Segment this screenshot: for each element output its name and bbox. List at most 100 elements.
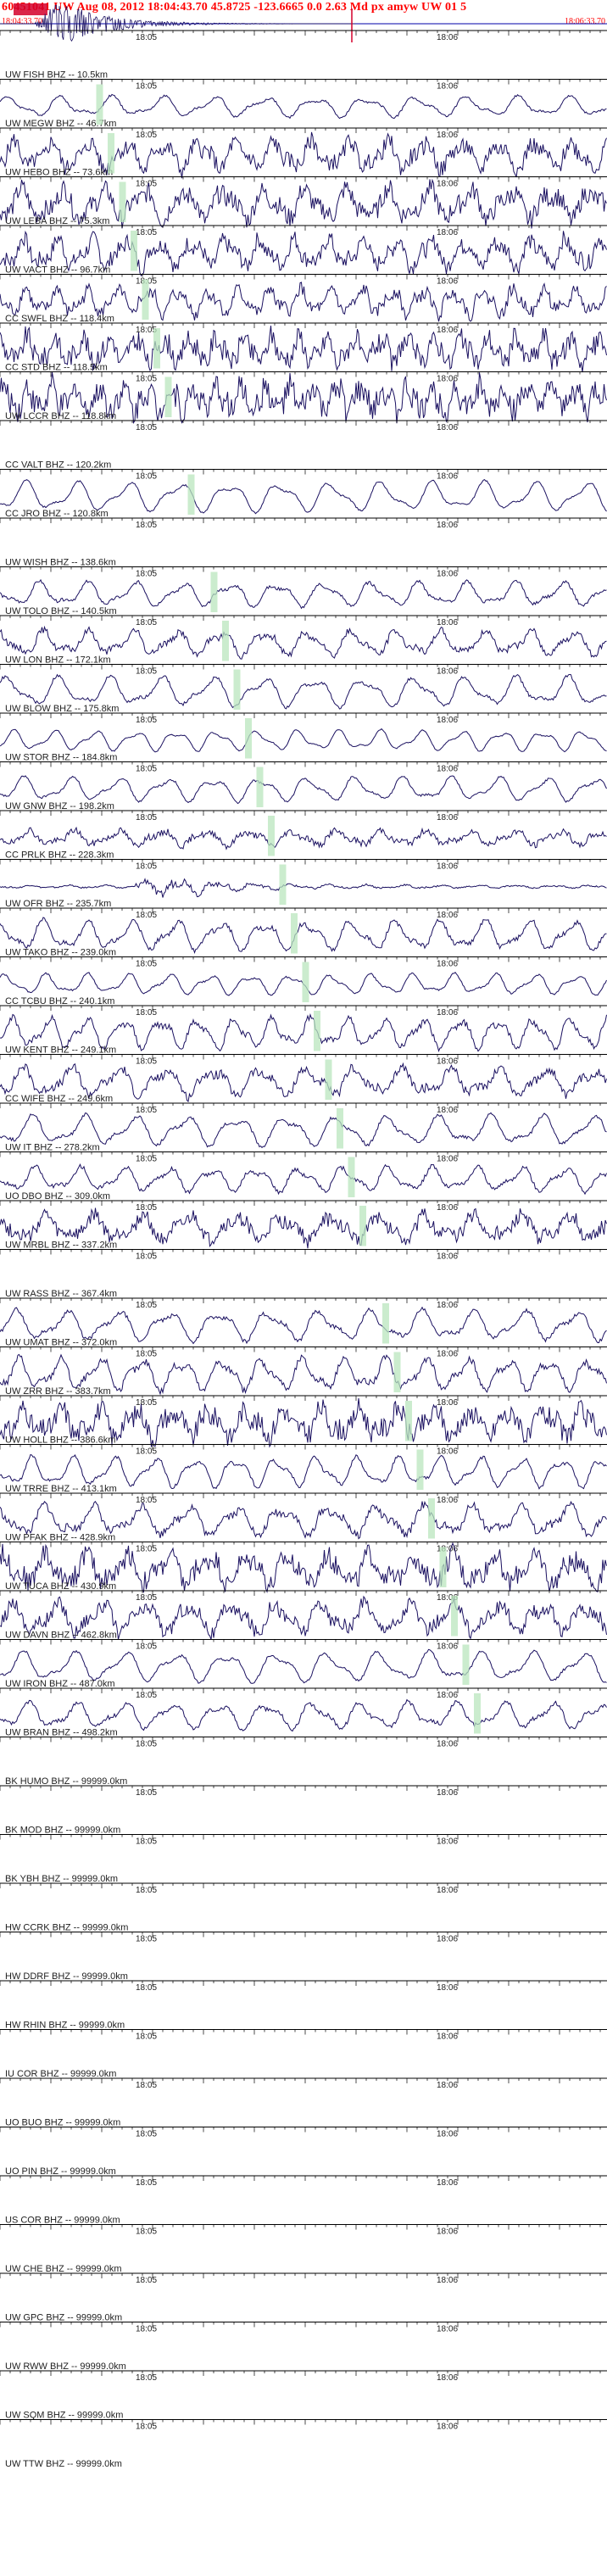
pick-marker — [233, 669, 241, 710]
channel-label: BK HUMO BHZ -- 99999.0km — [5, 1776, 127, 1787]
time-tick-label: 18:06 — [437, 472, 458, 482]
time-tick-label: 18:06 — [437, 2228, 458, 2237]
time-tick-label: 18:06 — [437, 765, 458, 774]
pick-marker — [291, 913, 298, 954]
time-tick-label: 18:06 — [437, 375, 458, 384]
pick-marker — [325, 1059, 332, 1100]
channel-label: UW VACT BHZ -- 96.7km — [5, 265, 110, 276]
waveform — [0, 1353, 607, 1396]
channel-label: UW PFAK BHZ -- 428.9km — [5, 1533, 115, 1543]
pick-marker — [462, 1644, 470, 1685]
time-tick-label: 18:05 — [136, 1301, 157, 1310]
pick-marker — [439, 1547, 447, 1587]
waveform — [0, 1500, 607, 1540]
time-tick-label: 18:05 — [136, 1106, 157, 1115]
overview-waveform — [0, 4, 356, 42]
waveform — [0, 1163, 607, 1196]
pick-marker — [210, 572, 218, 612]
time-tick-label: 18:06 — [437, 618, 458, 627]
time-tick-label: 18:05 — [136, 82, 157, 92]
time-tick-label: 18:06 — [437, 1301, 458, 1310]
channel-label: HW CCRK BHZ -- 99999.0km — [5, 1923, 128, 1933]
time-tick-label: 18:05 — [136, 1008, 157, 1018]
channel-label: UO DBO BHZ -- 309.0km — [5, 1191, 110, 1202]
time-tick-label: 18:06 — [437, 2081, 458, 2090]
pick-marker — [142, 279, 149, 320]
channel-label: UW TOLO BHZ -- 140.5km — [5, 606, 117, 616]
pick-marker — [348, 1157, 355, 1197]
time-tick-label: 18:05 — [136, 180, 157, 189]
time-tick-label: 18:06 — [437, 33, 458, 42]
time-tick-label: 18:05 — [136, 1935, 157, 1944]
time-tick-label: 18:05 — [136, 2178, 157, 2188]
pick-marker — [302, 962, 309, 1002]
channel-label: CC PRLK BHZ -- 228.3km — [5, 850, 114, 861]
time-tick-label: 18:06 — [437, 960, 458, 969]
waveform — [0, 372, 607, 424]
channel-label: UW TUCA BHZ -- 430.9km — [5, 1581, 116, 1592]
time-tick-label: 18:05 — [136, 423, 157, 432]
pick-marker — [279, 864, 287, 905]
channel-label: CC TCBU BHZ -- 240.1km — [5, 996, 114, 1006]
channel-label: UW LEBA BHZ -- 75.3km — [5, 216, 109, 226]
waveform — [0, 1595, 607, 1640]
channel-label: UW RWW BHZ -- 99999.0km — [5, 2361, 126, 2372]
waveform — [0, 1062, 607, 1102]
channel-label: CC SWFL BHZ -- 118.4km — [5, 314, 114, 324]
waveform — [0, 1306, 607, 1345]
waveform — [0, 1013, 607, 1053]
time-tick-label: 18:05 — [136, 375, 157, 384]
time-tick-label: 18:06 — [437, 1691, 458, 1700]
time-tick-label: 18:05 — [136, 1545, 157, 1554]
channel-label: IU COR BHZ -- 99999.0km — [5, 2069, 116, 2079]
channel-label: BK MOD BHZ -- 99999.0km — [5, 1826, 120, 1836]
time-tick-label: 18:05 — [136, 1496, 157, 1505]
pick-marker — [222, 621, 229, 661]
time-tick-label: 18:06 — [437, 1886, 458, 1895]
waveform — [0, 1207, 607, 1249]
time-tick-label: 18:06 — [437, 1155, 458, 1164]
time-tick-label: 18:05 — [136, 570, 157, 579]
time-tick-label: 18:06 — [437, 2373, 458, 2383]
time-tick-label: 18:06 — [437, 1935, 458, 1944]
time-tick-label: 18:06 — [437, 1203, 458, 1213]
channel-label: UW TRRE BHZ -- 413.1km — [5, 1484, 117, 1494]
time-tick-label: 18:06 — [437, 131, 458, 140]
record-header: 60451041 UW Aug 08, 2012 18:04:43.70 45.… — [0, 0, 607, 31]
pick-marker — [382, 1303, 389, 1344]
channel-label: UW SQM BHZ -- 99999.0km — [5, 2411, 123, 2421]
time-tick-label: 18:06 — [437, 1008, 458, 1018]
time-tick-label: 18:06 — [437, 1496, 458, 1505]
time-tick-label: 18:06 — [437, 667, 458, 677]
waveform — [0, 1648, 607, 1684]
window-start-time: 18:04:33.70 — [2, 17, 43, 26]
channel-label: UW MEGW BHZ -- 46.7km — [5, 119, 116, 129]
channel-label: UW RASS BHZ -- 367.4km — [5, 1289, 117, 1299]
time-tick-label: 18:05 — [136, 2276, 157, 2285]
waveform — [0, 282, 607, 322]
time-tick-label: 18:05 — [136, 2228, 157, 2237]
pick-marker — [108, 133, 114, 174]
time-tick-label: 18:05 — [136, 1593, 157, 1603]
channel-label: BK YBH BHZ -- 99999.0km — [5, 1874, 118, 1884]
channel-label: UW UMAT BHZ -- 372.0km — [5, 1338, 117, 1348]
time-tick-label: 18:05 — [136, 1252, 157, 1262]
time-tick-label: 18:05 — [136, 2423, 157, 2432]
pick-marker — [451, 1596, 458, 1636]
time-tick-label: 18:05 — [136, 862, 157, 872]
window-end-time: 18:06:33.70 — [564, 17, 605, 26]
channel-label: UW GNW BHZ -- 198.2km — [5, 801, 114, 811]
channel-label: UW TTW BHZ -- 99999.0km — [5, 2459, 122, 2469]
channel-label: UW ZRR BHZ -- 383.7km — [5, 1386, 111, 1397]
event-title: 60451041 UW Aug 08, 2012 18:04:43.70 45.… — [2, 1, 467, 14]
pick-marker — [405, 1401, 412, 1441]
waveform — [0, 326, 607, 373]
pick-marker — [245, 718, 252, 759]
waveform — [0, 1698, 607, 1732]
pick-marker — [119, 181, 126, 222]
pick-marker — [416, 1449, 424, 1490]
pick-marker — [268, 816, 275, 856]
waveform — [0, 728, 607, 753]
time-tick-label: 18:06 — [437, 2325, 458, 2334]
